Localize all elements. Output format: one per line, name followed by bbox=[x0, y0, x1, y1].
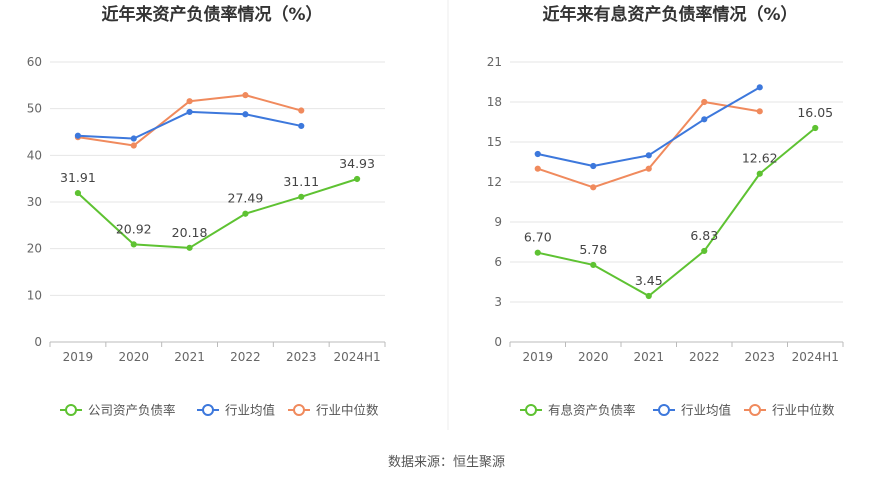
data-point bbox=[130, 241, 137, 248]
x-tick-label: 2024H1 bbox=[792, 350, 839, 364]
y-tick-label: 9 bbox=[494, 215, 502, 229]
x-tick-label: 2021 bbox=[633, 350, 664, 364]
data-label: 34.93 bbox=[339, 156, 375, 171]
legend-item-1[interactable]: 行业均值 bbox=[197, 403, 275, 418]
legend-item-0[interactable]: 公司资产负债率 bbox=[60, 403, 176, 418]
data-point bbox=[298, 107, 305, 114]
legend-item-0[interactable]: 有息资产负债率 bbox=[520, 403, 636, 418]
y-tick-label: 18 bbox=[487, 95, 502, 109]
data-point bbox=[701, 247, 708, 255]
data-point bbox=[130, 142, 137, 149]
y-tick-label: 21 bbox=[487, 55, 502, 69]
data-point bbox=[756, 170, 763, 177]
data-point bbox=[242, 92, 249, 99]
y-tick-label: 50 bbox=[27, 102, 42, 116]
data-label: 6.83 bbox=[690, 228, 718, 243]
data-point bbox=[534, 249, 541, 256]
data-point bbox=[590, 261, 597, 269]
data-point bbox=[186, 108, 193, 116]
data-label: 6.70 bbox=[524, 230, 552, 245]
legend-marker-icon bbox=[658, 404, 670, 416]
x-tick-label: 2022 bbox=[689, 350, 720, 364]
legend-item-2[interactable]: 行业中位数 bbox=[744, 403, 835, 418]
data-point bbox=[298, 193, 305, 200]
data-label: 5.78 bbox=[579, 242, 607, 257]
data-point bbox=[130, 135, 137, 142]
y-tick-label: 6 bbox=[494, 255, 502, 269]
legend-label: 有息资产负债率 bbox=[548, 403, 636, 418]
data-point bbox=[74, 132, 82, 139]
data-point bbox=[74, 189, 82, 197]
debt-ratio-chart: 近年来资产负债率情况（%） 0 10 20 30 40 50 60 2019 2020 2021 20… bbox=[27, 4, 386, 418]
x-tick-label: 2024H1 bbox=[333, 350, 380, 364]
data-point bbox=[756, 108, 763, 115]
legend-marker-icon bbox=[65, 404, 77, 416]
data-point bbox=[645, 152, 652, 159]
data-point bbox=[186, 98, 193, 105]
data-label: 16.05 bbox=[797, 105, 833, 120]
legend-marker-icon bbox=[749, 404, 761, 416]
y-tick-label: 40 bbox=[27, 148, 42, 162]
data-point bbox=[353, 175, 361, 183]
data-point bbox=[242, 111, 249, 118]
chart-title: 近年来资产负债率情况（%） bbox=[101, 4, 322, 25]
legend-marker-icon bbox=[525, 404, 537, 416]
data-point bbox=[756, 84, 763, 91]
x-tick-label: 2023 bbox=[286, 350, 317, 364]
data-label: 20.18 bbox=[172, 225, 208, 240]
data-point bbox=[645, 292, 652, 300]
legend-marker-icon bbox=[293, 404, 305, 416]
data-point bbox=[590, 184, 597, 191]
series-line-0 bbox=[77, 178, 358, 249]
y-tick-label: 60 bbox=[27, 55, 42, 69]
data-point bbox=[242, 210, 249, 217]
y-tick-label: 0 bbox=[34, 335, 42, 349]
x-tick-label: 2019 bbox=[63, 350, 94, 364]
legend-label: 行业中位数 bbox=[772, 403, 835, 418]
data-label: 20.92 bbox=[116, 221, 152, 236]
x-tick-label: 2022 bbox=[230, 350, 261, 364]
data-point bbox=[298, 122, 305, 130]
source-note: 数据来源：恒生聚源 bbox=[388, 455, 505, 470]
x-tick-label: 2021 bbox=[174, 350, 205, 364]
x-tick-label: 2020 bbox=[578, 350, 609, 364]
data-point bbox=[701, 116, 708, 123]
data-label: 31.91 bbox=[60, 170, 96, 185]
y-tick-label: 3 bbox=[494, 295, 502, 309]
legend-item-2[interactable]: 行业中位数 bbox=[288, 403, 379, 418]
y-tick-label: 15 bbox=[487, 135, 502, 149]
legend-label: 行业中位数 bbox=[316, 403, 379, 418]
data-point bbox=[534, 165, 541, 172]
data-point bbox=[645, 165, 652, 172]
data-point bbox=[701, 98, 708, 106]
data-label: 12.62 bbox=[742, 151, 778, 166]
x-tick-label: 2019 bbox=[522, 350, 553, 364]
data-point bbox=[534, 150, 541, 158]
x-tick-label: 2023 bbox=[744, 350, 775, 364]
interest-bearing-debt-ratio-chart: 近年来有息资产负债率情况（%） 0 3 6 9 12 15 18 21 2019 2020 2021 2… bbox=[487, 4, 844, 418]
chart-title: 近年来有息资产负债率情况（%） bbox=[542, 4, 797, 25]
data-point bbox=[186, 244, 193, 251]
x-tick-label: 2020 bbox=[118, 350, 149, 364]
data-label: 3.45 bbox=[635, 273, 663, 288]
y-tick-label: 30 bbox=[27, 195, 42, 209]
series-line-2 bbox=[537, 101, 760, 189]
series-line-0 bbox=[537, 127, 816, 297]
data-label: 31.11 bbox=[283, 174, 319, 189]
y-tick-label: 0 bbox=[494, 335, 502, 349]
y-tick-label: 10 bbox=[27, 288, 42, 302]
legend-label: 行业均值 bbox=[225, 403, 275, 418]
data-point bbox=[812, 124, 819, 132]
data-point bbox=[590, 162, 597, 170]
legend-label: 行业均值 bbox=[681, 403, 731, 418]
legend-label: 公司资产负债率 bbox=[88, 403, 176, 418]
y-tick-label: 20 bbox=[27, 242, 42, 256]
data-label: 27.49 bbox=[228, 191, 264, 206]
legend-item-1[interactable]: 行业均值 bbox=[653, 403, 731, 418]
legend-marker-icon bbox=[202, 404, 214, 416]
y-tick-label: 12 bbox=[487, 175, 502, 189]
series-line-1 bbox=[77, 110, 302, 140]
